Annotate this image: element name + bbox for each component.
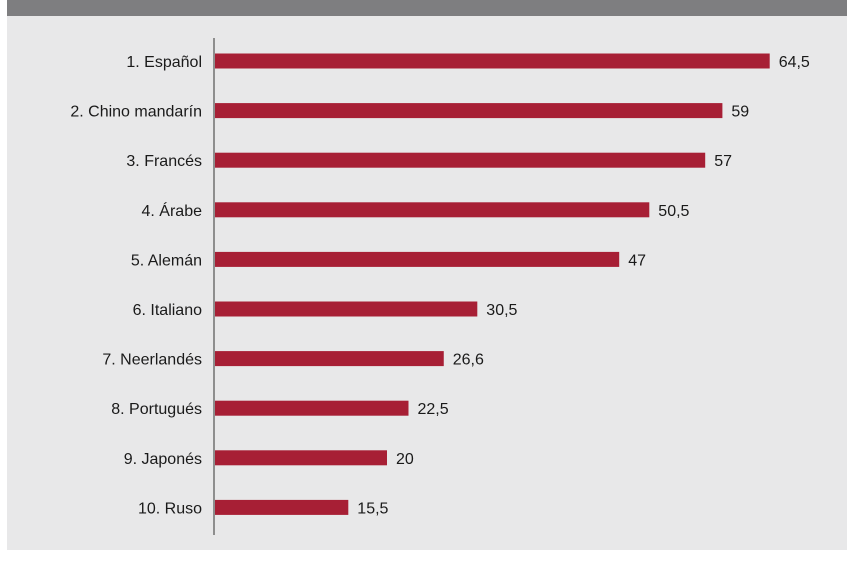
bar-6 (215, 301, 478, 317)
bar-7 (215, 351, 444, 367)
bar-1 (215, 53, 770, 69)
bar-5 (215, 251, 620, 267)
header-band (7, 0, 847, 16)
category-label-3: 3. Francés (126, 153, 202, 170)
bar-4 (215, 202, 650, 218)
category-labels-group: 1. Español 2. Chino mandarín 3. Francés 4. … (70, 54, 202, 517)
value-label-6: 30,5 (486, 302, 517, 319)
value-label-2: 59 (731, 104, 749, 121)
bar-3 (215, 152, 706, 168)
category-label-2: 2. Chino mandarín (70, 104, 202, 121)
value-label-10: 15,5 (357, 500, 388, 517)
category-label-10: 10. Ruso (138, 500, 202, 517)
bar-10 (215, 499, 349, 515)
value-labels-group: 64,5 59 57 50,5 47 30,5 26,6 22,5 20 15,5 (357, 54, 810, 517)
value-label-3: 57 (714, 153, 732, 170)
value-label-5: 47 (628, 252, 646, 269)
value-label-1: 64,5 (779, 54, 810, 71)
bar-9 (215, 450, 387, 466)
category-label-1: 1. Español (126, 54, 202, 71)
category-label-8: 8. Portugués (111, 401, 202, 418)
bar-2 (215, 103, 723, 119)
category-label-7: 7. Neerlandés (102, 352, 202, 369)
category-label-5: 5. Alemán (131, 252, 202, 269)
value-label-4: 50,5 (658, 203, 689, 220)
bars-group (215, 53, 770, 515)
category-label-4: 4. Árabe (142, 201, 203, 220)
chart-panel (7, 0, 847, 550)
value-label-8: 22,5 (418, 401, 449, 418)
category-label-6: 6. Italiano (133, 302, 202, 319)
bar-8 (215, 400, 409, 416)
value-label-9: 20 (396, 451, 414, 468)
category-label-9: 9. Japonés (124, 451, 202, 468)
value-label-7: 26,6 (453, 352, 484, 369)
